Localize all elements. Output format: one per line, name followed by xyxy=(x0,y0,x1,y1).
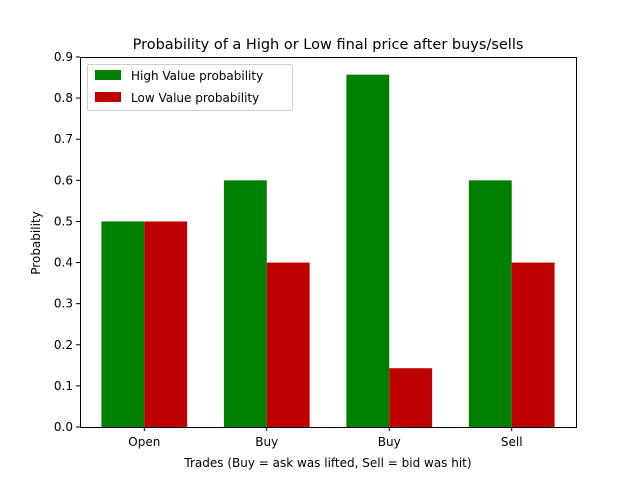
bar-low-3 xyxy=(511,262,555,427)
x-tick-label: Open xyxy=(128,435,160,449)
y-tick-label: 0.1 xyxy=(54,379,73,393)
legend-label-low: Low Value probability xyxy=(131,91,259,105)
bar-high-2 xyxy=(346,74,390,427)
x-tick-label: Buy xyxy=(255,435,278,449)
y-axis-label: Probability xyxy=(29,211,43,274)
x-axis-label: Trades (Buy = ask was lifted, Sell = bid… xyxy=(183,456,471,470)
bar-high-1 xyxy=(223,180,267,427)
bars-group xyxy=(101,74,555,427)
bar-high-0 xyxy=(101,221,145,427)
y-tick-label: 0.3 xyxy=(54,297,73,311)
bar-low-0 xyxy=(144,221,188,427)
ticks-group: Open Buy Buy Sell 0.0 0.1 0.2 0.3 0.4 0.5 0.6 0.7 0.… xyxy=(54,50,523,449)
legend-box xyxy=(87,64,293,111)
y-tick-label: 0.7 xyxy=(54,132,73,146)
y-tick-label: 0.8 xyxy=(54,91,73,105)
legend-swatch-low xyxy=(95,92,121,102)
y-tick-label: 0.5 xyxy=(54,214,73,228)
bar-low-2 xyxy=(389,368,433,427)
x-tick-label: Buy xyxy=(378,435,401,449)
legend: High Value probability Low Value probabi… xyxy=(87,64,293,111)
x-tick-label: Sell xyxy=(501,435,523,449)
legend-swatch-high xyxy=(95,70,121,80)
y-tick-label: 0.2 xyxy=(54,338,73,352)
plot-frame xyxy=(80,57,577,428)
bar-high-3 xyxy=(468,180,512,427)
legend-label-high: High Value probability xyxy=(131,69,263,83)
y-tick-label: 0.9 xyxy=(54,50,73,64)
y-tick-label: 0.6 xyxy=(54,173,73,187)
chart-title: Probability of a High or Low final price… xyxy=(133,37,524,53)
y-tick-label: 0.0 xyxy=(54,420,73,434)
y-tick-label: 0.4 xyxy=(54,256,73,270)
bar-low-1 xyxy=(266,262,310,427)
